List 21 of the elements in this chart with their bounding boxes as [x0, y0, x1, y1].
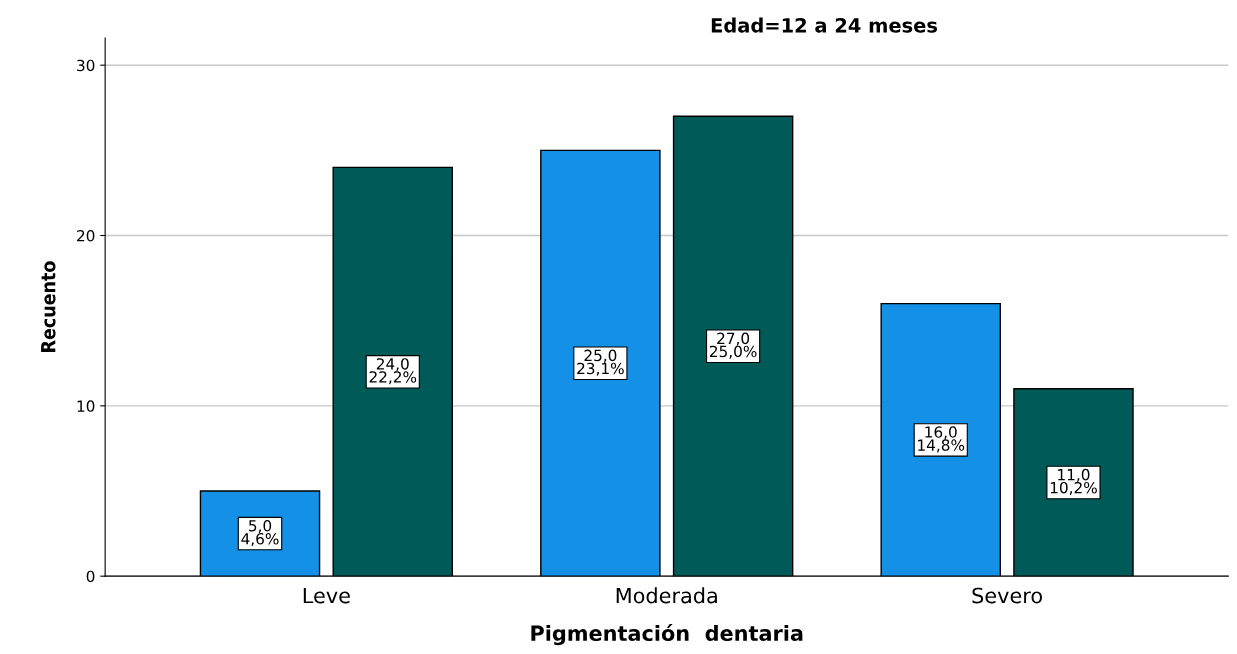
bar: [672, 115, 794, 577]
bar: [1013, 388, 1134, 577]
bar: [880, 302, 1001, 577]
data-label: 16,0 14,8%: [918, 426, 965, 453]
y-tick-label: 30: [77, 59, 95, 72]
y-tick-label: 0: [86, 570, 95, 583]
data-label: 25,0 23,1%: [577, 349, 624, 376]
bar: [540, 149, 661, 577]
data-label: 24,0 22,2%: [369, 358, 417, 385]
bar: [332, 166, 454, 577]
x-axis-title: Pigmentación dentaria: [531, 624, 803, 646]
x-tick-label: Moderada: [616, 587, 717, 604]
chart-title: Edad=12 a 24 meses: [711, 17, 937, 33]
y-axis-title: Recuento: [41, 261, 56, 352]
data-label: 11,0 10,2%: [1050, 468, 1097, 496]
x-tick-label: Severo: [972, 587, 1042, 604]
x-tick-label: Leve: [303, 587, 350, 604]
y-tick-label: 20: [77, 229, 95, 242]
y-tick-label: 10: [77, 400, 95, 412]
data-label: 27,0 25,0%: [709, 332, 757, 359]
data-label: 5,0 4,6%: [241, 519, 279, 547]
